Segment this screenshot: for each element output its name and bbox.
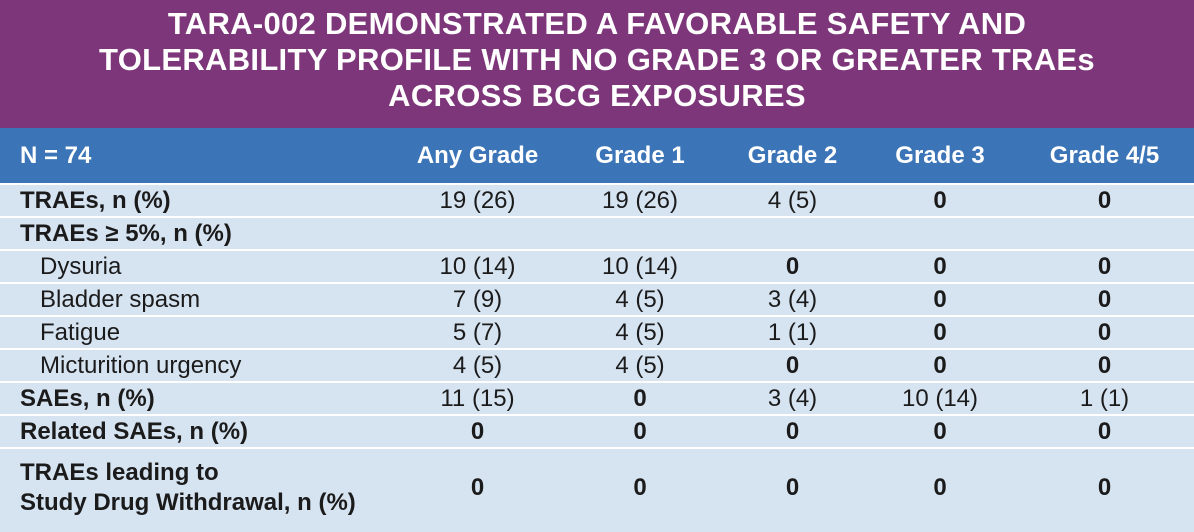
table-row: Fatigue 5 (7) 4 (5) 1 (1) 0 0 (0, 315, 1194, 349)
cell: 5 (7) (395, 315, 560, 349)
cell: 0 (720, 447, 865, 527)
table-body: TRAEs, n (%) 19 (26) 19 (26) 4 (5) 0 0 TRAEs ≥… (0, 183, 1194, 527)
table-row: TRAEs, n (%) 19 (26) 19 (26) 4 (5) 0 0 (0, 183, 1194, 217)
cell: 4 (5) (395, 348, 560, 382)
table-row: Bladder spasm 7 (9) 4 (5) 3 (4) 0 0 (0, 282, 1194, 316)
cell: 19 (26) (560, 183, 720, 217)
cell: 0 (1015, 447, 1194, 527)
cell: 10 (14) (865, 381, 1015, 415)
row-label: TRAEs leading to Study Drug Withdrawal, n… (0, 447, 395, 527)
empty-cell (720, 216, 865, 250)
cell: 0 (720, 249, 865, 283)
cell: 3 (4) (720, 282, 865, 316)
row-label: Bladder spasm (0, 282, 395, 316)
row-label: TRAEs ≥ 5%, n (%) (0, 216, 395, 250)
empty-cell (865, 216, 1015, 250)
empty-cell (395, 216, 560, 250)
cell: 0 (1015, 249, 1194, 283)
cell: 0 (1015, 414, 1194, 448)
cell: 0 (560, 414, 720, 448)
column-header: Grade 2 (720, 128, 865, 184)
cell: 0 (865, 249, 1015, 283)
cell: 0 (1015, 348, 1194, 382)
table-header: N = 74 Any Grade Grade 1 Grade 2 Grade 3 Grad… (0, 128, 1194, 184)
title-banner: TARA-002 DEMONSTRATED A FAVORABLE SAFETY… (0, 0, 1194, 128)
cell: 3 (4) (720, 381, 865, 415)
cell: 4 (5) (560, 315, 720, 349)
cell: 0 (560, 381, 720, 415)
table-row: Related SAEs, n (%) 0 0 0 0 0 (0, 414, 1194, 448)
cell: 19 (26) (395, 183, 560, 217)
cell: 0 (395, 447, 560, 527)
cell: 0 (865, 348, 1015, 382)
cell: 0 (865, 282, 1015, 316)
safety-table: N = 74 Any Grade Grade 1 Grade 2 Grade 3 Grad… (0, 128, 1194, 527)
row-label-line: TRAEs leading to (20, 459, 219, 486)
table-row: Dysuria 10 (14) 10 (14) 0 0 0 (0, 249, 1194, 283)
cell: 0 (865, 315, 1015, 349)
table-row: SAEs, n (%) 11 (15) 0 3 (4) 10 (14) 1 (1) (0, 381, 1194, 415)
cell: 0 (560, 447, 720, 527)
cell: 1 (1) (1015, 381, 1194, 415)
column-header: Grade 3 (865, 128, 1015, 184)
cell: 0 (1015, 183, 1194, 217)
row-label: TRAEs, n (%) (0, 183, 395, 217)
empty-cell (1015, 216, 1194, 250)
column-header: Grade 1 (560, 128, 720, 184)
cell: 0 (865, 447, 1015, 527)
cell: 7 (9) (395, 282, 560, 316)
empty-cell (560, 216, 720, 250)
table-row: TRAEs leading to Study Drug Withdrawal, n… (0, 447, 1194, 527)
row-label: Micturition urgency (0, 348, 395, 382)
column-header: N = 74 (0, 128, 395, 184)
cell: 0 (1015, 282, 1194, 316)
cell: 0 (865, 414, 1015, 448)
cell: 10 (14) (395, 249, 560, 283)
column-header: Grade 4/5 (1015, 128, 1194, 184)
cell: 1 (1) (720, 315, 865, 349)
table-row: TRAEs ≥ 5%, n (%) (0, 216, 1194, 250)
table-row: Micturition urgency 4 (5) 4 (5) 0 0 0 (0, 348, 1194, 382)
header-row: N = 74 Any Grade Grade 1 Grade 2 Grade 3 Grad… (0, 128, 1194, 184)
cell: 0 (865, 183, 1015, 217)
row-label: Dysuria (0, 249, 395, 283)
row-label: Fatigue (0, 315, 395, 349)
row-label-line: Study Drug Withdrawal, n (%) (20, 489, 356, 516)
cell: 0 (720, 414, 865, 448)
cell: 0 (720, 348, 865, 382)
column-header: Any Grade (395, 128, 560, 184)
row-label: SAEs, n (%) (0, 381, 395, 415)
cell: 11 (15) (395, 381, 560, 415)
cell: 0 (1015, 315, 1194, 349)
cell: 0 (395, 414, 560, 448)
cell: 4 (5) (720, 183, 865, 217)
cell: 4 (5) (560, 282, 720, 316)
cell: 10 (14) (560, 249, 720, 283)
row-label: Related SAEs, n (%) (0, 414, 395, 448)
cell: 4 (5) (560, 348, 720, 382)
